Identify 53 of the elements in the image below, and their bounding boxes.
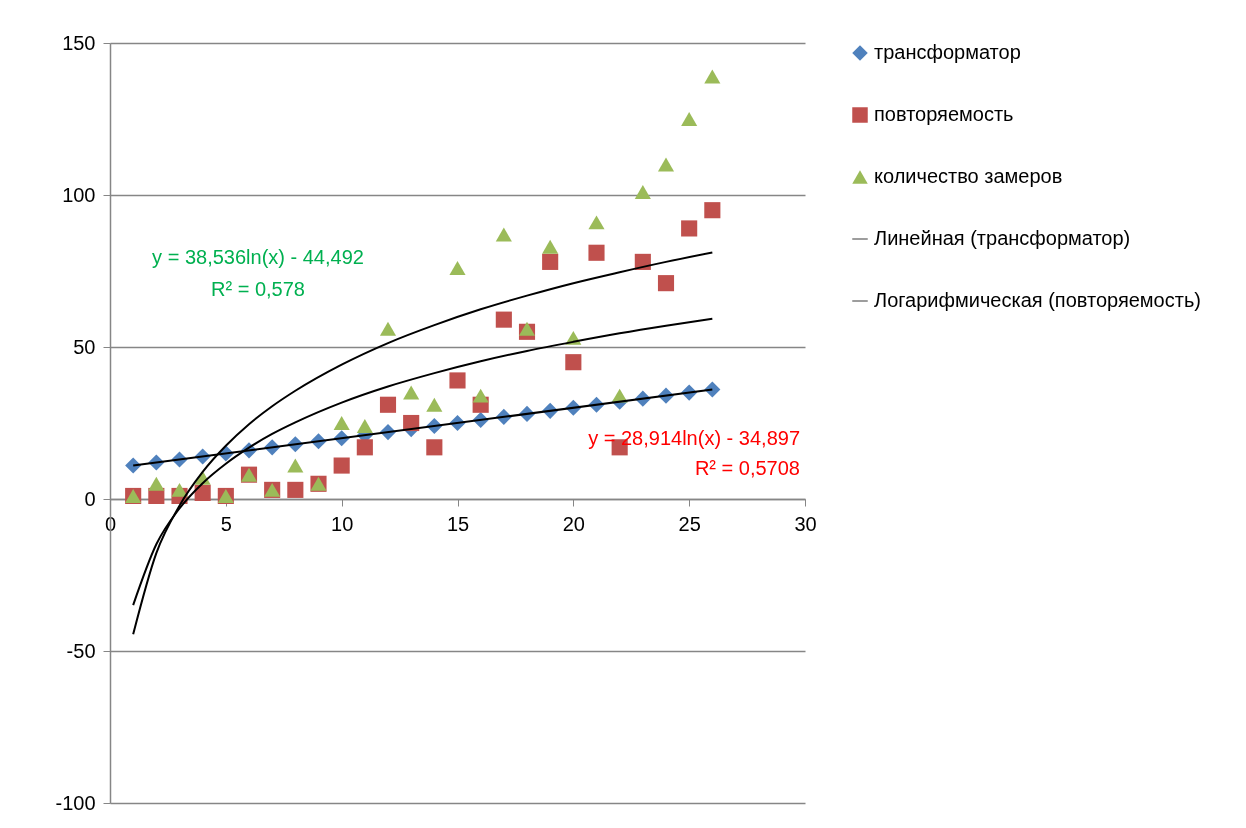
- y-tick-label: 100: [62, 183, 96, 206]
- point: [542, 239, 559, 254]
- point: [403, 385, 420, 400]
- legend-label: трансформатор: [874, 41, 1021, 63]
- point: [704, 202, 721, 219]
- point: [634, 184, 651, 199]
- x-tick-label: 5: [220, 512, 232, 535]
- point: [495, 311, 512, 328]
- y-tick-label: 150: [62, 31, 96, 54]
- point: [542, 253, 559, 270]
- point: [333, 457, 350, 474]
- point: [379, 396, 397, 413]
- point: [449, 260, 466, 275]
- annotation: y = 28,914ln(x) - 34,897: [588, 427, 800, 449]
- legend-label: Линейная (трансформатор): [874, 227, 1131, 249]
- x-tick-label: 30: [794, 512, 817, 535]
- x-tick-label: 25: [678, 512, 701, 535]
- y-tick-label: 0: [84, 487, 96, 510]
- y-tick-label: -100: [55, 791, 96, 814]
- x-tick-label: 15: [446, 512, 470, 535]
- x-tick-label: 20: [562, 512, 585, 535]
- y-tick-label: -50: [66, 639, 96, 662]
- legend-label: Логарифмическая (повторяемость): [874, 289, 1201, 311]
- point: [657, 157, 675, 172]
- point: [426, 397, 443, 412]
- point: [287, 458, 304, 473]
- point: [287, 481, 304, 498]
- point: [565, 354, 582, 371]
- point: [148, 476, 165, 491]
- point: [588, 215, 605, 230]
- point: [681, 112, 698, 126]
- point: [379, 321, 397, 336]
- point: [657, 275, 675, 292]
- point: [333, 416, 350, 430]
- point: [194, 484, 211, 501]
- annotation: R² = 0,5708: [694, 457, 800, 479]
- point: [681, 220, 698, 237]
- point: [495, 227, 512, 242]
- point: [356, 419, 373, 434]
- point: [518, 321, 536, 336]
- annotation: R² = 0,578: [211, 278, 305, 300]
- annotation: y = 38,536ln(x) - 44,492: [152, 246, 364, 268]
- point: [356, 439, 373, 456]
- legend-label: повторяемость: [874, 103, 1014, 125]
- point: [472, 388, 489, 403]
- point: [171, 482, 188, 497]
- legend-label: количество замеров: [874, 165, 1063, 187]
- point: [704, 69, 721, 84]
- point: [449, 372, 466, 389]
- x-tick-label: 10: [331, 512, 354, 535]
- y-tick-label: 50: [73, 335, 96, 358]
- point: [426, 439, 443, 456]
- point: [588, 244, 605, 261]
